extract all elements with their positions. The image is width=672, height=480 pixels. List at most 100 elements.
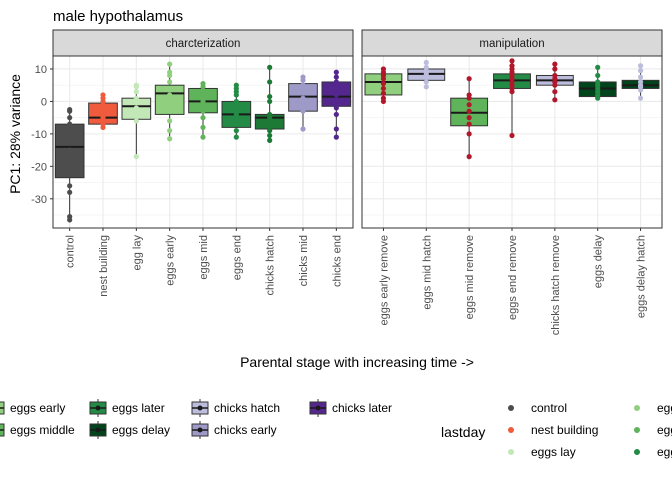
legend-point-key [634, 405, 640, 411]
legend-point-item: control [508, 401, 567, 415]
data-point [333, 85, 339, 92]
x-tick-label: eggs mid [198, 235, 210, 280]
data-point [267, 128, 273, 134]
box-chicks-end [321, 69, 352, 140]
data-point [133, 154, 139, 160]
legend-box-item: eggs early [0, 401, 65, 415]
data-point [200, 89, 206, 95]
data-point [637, 95, 644, 101]
data-point [333, 126, 339, 132]
box-control [54, 106, 85, 223]
data-point [233, 105, 239, 111]
data-point [167, 118, 173, 124]
legend-points-title: lastday [441, 424, 485, 440]
data-point [167, 69, 173, 75]
legend-label: eggs middle [10, 423, 75, 437]
data-point [466, 115, 472, 121]
data-point [333, 79, 339, 85]
box-egg-lay [121, 82, 152, 160]
data-point [167, 108, 173, 114]
data-point [267, 98, 273, 105]
data-point [552, 97, 558, 103]
data-point [380, 66, 387, 72]
legend-point-item: eggs lay [508, 445, 576, 459]
data-point [200, 80, 206, 87]
data-point [423, 59, 429, 66]
legend-key-dot [95, 427, 101, 433]
legend-box-item: eggs later [89, 399, 165, 417]
box-nest-building [88, 92, 118, 130]
data-point [67, 106, 73, 113]
box-eggs-early-remove [364, 66, 403, 105]
data-point [509, 58, 515, 64]
data-point [167, 79, 173, 85]
legend-point-key [508, 427, 514, 433]
panel-1: manipulation eggs early remove eggs mid ha… [361, 29, 663, 335]
box-eggs-end [221, 82, 252, 140]
data-point [466, 154, 472, 160]
data-point [233, 111, 239, 118]
data-point [67, 214, 73, 220]
data-point [267, 111, 273, 118]
legend-label: chicks hatch [214, 401, 280, 415]
data-point [167, 98, 173, 105]
legend-box-item: chicks later [309, 399, 392, 417]
panel-0: charcterization control nest building egg l… [52, 29, 354, 297]
data-point [267, 79, 273, 85]
legend-key-dot [197, 427, 203, 433]
legend-point-key [508, 449, 514, 455]
data-point [267, 137, 273, 143]
x-tick-label: nest building [98, 235, 110, 297]
data-point [423, 79, 429, 85]
data-point [637, 79, 644, 85]
data-point [267, 132, 273, 139]
legend-point-item: egg [634, 445, 672, 459]
data-point [380, 80, 387, 87]
legend-point-label: egg [657, 401, 672, 415]
data-point [233, 134, 239, 140]
data-point [637, 63, 644, 69]
data-point [333, 98, 339, 105]
data-point [133, 111, 139, 118]
legend-point-item: egg [634, 423, 672, 437]
data-point [466, 76, 472, 82]
data-point [466, 102, 472, 108]
data-point [200, 108, 206, 114]
data-point [300, 82, 306, 88]
data-point [333, 92, 339, 98]
data-point [133, 82, 139, 88]
data-point [67, 121, 73, 127]
x-tick-label: egg lay [131, 235, 143, 271]
box-chicks-hatch-remove [535, 61, 574, 103]
data-point [200, 124, 206, 130]
y-tick-label: 0 [41, 96, 47, 108]
box-eggs-early [154, 61, 185, 142]
data-point [333, 105, 339, 111]
data-point [233, 121, 239, 127]
box-chicks-mid [288, 74, 318, 132]
data-point [67, 147, 73, 153]
panel-border [52, 55, 354, 229]
panel-strip [361, 29, 663, 57]
x-tick-label: eggs delay [593, 235, 605, 289]
y-tick-label: -10 [31, 129, 47, 141]
data-point [637, 68, 644, 74]
data-point [466, 108, 472, 114]
data-point [509, 132, 515, 139]
data-point [167, 92, 173, 98]
panel-strip [52, 29, 354, 57]
data-point [509, 63, 515, 69]
legend-point-key [634, 449, 640, 455]
legend-key-dot [95, 405, 101, 411]
legend-label: chicks later [332, 401, 392, 415]
box-eggs-mid [188, 80, 218, 140]
data-point [233, 128, 239, 134]
x-tick-label: eggs early [165, 235, 177, 286]
data-point [380, 95, 387, 101]
data-point [133, 95, 139, 101]
data-point [233, 82, 239, 88]
box-eggs-mid-hatch [407, 59, 446, 90]
data-point [167, 85, 173, 92]
data-point [133, 89, 139, 95]
legend-point-key [508, 405, 514, 411]
